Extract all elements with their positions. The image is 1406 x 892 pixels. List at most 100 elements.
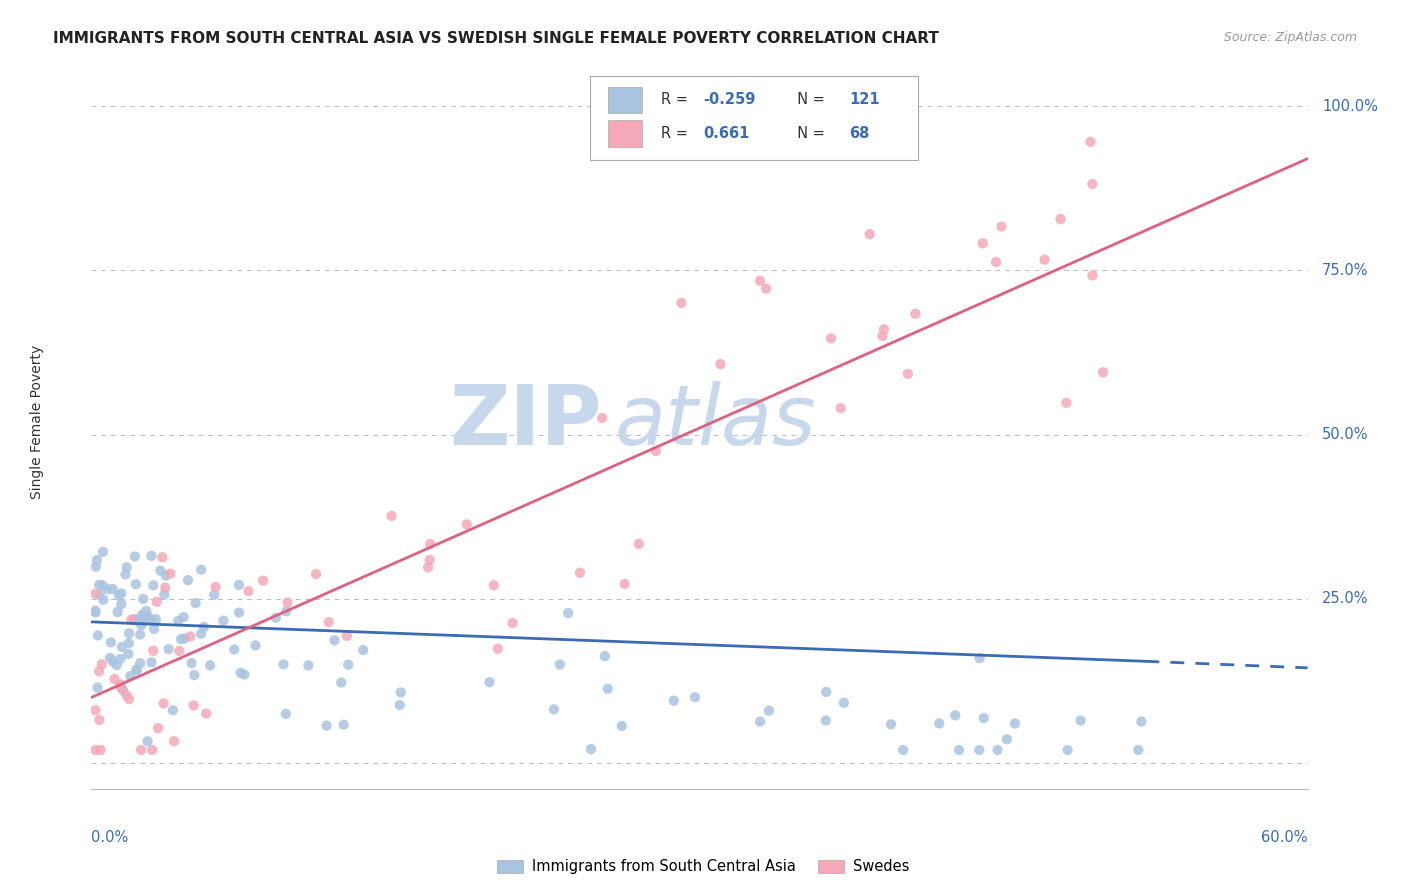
Point: [180, 656, 202, 670]
Point: [880, 717, 903, 731]
Text: Single Female Poverty: Single Female Poverty: [30, 344, 44, 499]
Point: [591, 411, 613, 425]
Point: [228, 606, 250, 620]
Point: [613, 577, 636, 591]
Point: [969, 651, 991, 665]
Point: [245, 639, 267, 653]
Point: [305, 567, 328, 582]
Point: [416, 560, 439, 574]
Point: [1054, 396, 1077, 410]
Point: [610, 719, 633, 733]
Point: [644, 444, 666, 458]
Point: [758, 704, 780, 718]
Point: [579, 742, 602, 756]
Text: N =: N =: [789, 93, 830, 107]
Point: [162, 703, 184, 717]
Point: [389, 685, 412, 699]
Text: atlas: atlas: [614, 381, 815, 462]
Point: [814, 714, 837, 728]
Point: [84, 606, 107, 620]
Point: [142, 644, 165, 658]
Point: [749, 714, 772, 729]
Point: [87, 628, 110, 642]
Point: [252, 574, 274, 588]
Point: [118, 636, 141, 650]
Point: [568, 566, 591, 580]
Point: [990, 219, 1012, 234]
Point: [107, 605, 129, 619]
Point: [125, 577, 148, 591]
Point: [904, 307, 927, 321]
Text: N =: N =: [789, 127, 830, 141]
Point: [129, 657, 152, 671]
Point: [276, 596, 298, 610]
Point: [101, 655, 124, 669]
Point: [352, 643, 374, 657]
Point: [155, 581, 177, 595]
Point: [125, 663, 148, 677]
Point: [948, 743, 970, 757]
Point: [315, 718, 337, 732]
Point: [330, 675, 353, 690]
Point: [832, 696, 855, 710]
Point: [159, 566, 181, 581]
Text: 68: 68: [849, 127, 869, 141]
Point: [224, 642, 246, 657]
Point: [125, 663, 148, 677]
Text: R =: R =: [661, 93, 692, 107]
Point: [830, 401, 852, 416]
Point: [264, 611, 287, 625]
Point: [167, 614, 190, 628]
Point: [132, 591, 155, 606]
Point: [118, 626, 141, 640]
Point: [141, 549, 163, 563]
Point: [1056, 743, 1078, 757]
Point: [593, 649, 616, 664]
Point: [86, 681, 108, 695]
Point: [749, 274, 772, 288]
Text: -0.259: -0.259: [703, 93, 755, 107]
Point: [110, 597, 132, 611]
Bar: [609, 87, 643, 113]
Point: [456, 517, 478, 532]
Point: [84, 743, 107, 757]
Point: [548, 657, 571, 672]
Point: [84, 587, 107, 601]
Point: [336, 629, 359, 643]
Point: [105, 658, 128, 673]
Point: [1033, 252, 1056, 267]
Point: [103, 672, 125, 686]
Point: [973, 711, 995, 725]
Point: [131, 607, 153, 622]
Point: [897, 367, 920, 381]
Point: [671, 296, 693, 310]
Text: 0.661: 0.661: [703, 127, 749, 141]
Point: [108, 677, 131, 691]
Text: R =: R =: [661, 127, 697, 141]
FancyBboxPatch shape: [591, 76, 918, 161]
Point: [86, 553, 108, 567]
Point: [115, 560, 138, 574]
Point: [120, 613, 142, 627]
Point: [193, 620, 215, 634]
Point: [183, 698, 205, 713]
Point: [1049, 212, 1071, 227]
Point: [872, 329, 894, 343]
Point: [155, 568, 177, 582]
Bar: [609, 120, 643, 147]
Point: [419, 553, 441, 567]
Point: [146, 595, 169, 609]
Point: [131, 609, 153, 624]
Point: [117, 647, 139, 661]
Point: [84, 703, 107, 717]
Point: [627, 537, 650, 551]
Text: 75.0%: 75.0%: [1322, 263, 1368, 277]
Point: [96, 582, 118, 597]
Point: [820, 331, 842, 345]
Point: [198, 658, 221, 673]
Point: [967, 743, 990, 757]
Point: [129, 743, 152, 757]
Point: [337, 657, 360, 672]
Point: [141, 613, 163, 627]
Point: [132, 614, 155, 628]
